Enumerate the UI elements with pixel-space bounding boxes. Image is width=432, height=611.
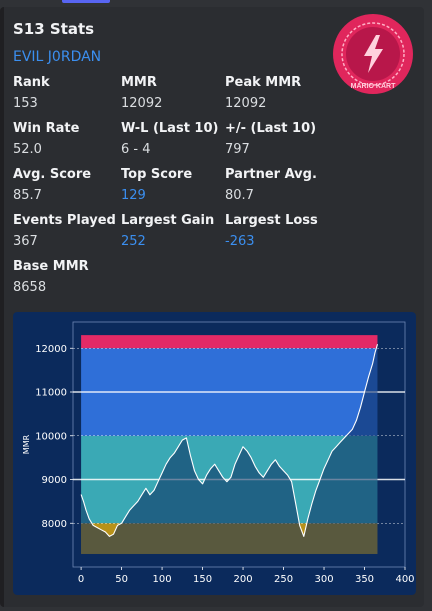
mmr-line-layer [80, 344, 379, 554]
top-accent-bar [62, 0, 110, 3]
stats-card: S13 Stats EVIL J0RDAN Rank 153 MMR 12092… [0, 7, 424, 607]
stat-label: Win Rate [13, 121, 80, 136]
y-tick-label: 10000 [35, 431, 67, 442]
x-tick-label: 100 [153, 574, 172, 585]
stat-peak-mmr: Peak MMR 12092 [225, 75, 335, 112]
stat-top-score: Top Score 129 [121, 167, 231, 204]
stat-rank: Rank 153 [13, 75, 123, 112]
x-tick-label: 0 [78, 574, 84, 585]
stat-label: Rank [13, 75, 50, 90]
stat-label: Largest Gain [121, 213, 215, 228]
card-title: S13 Stats [13, 20, 95, 38]
mario-kart-logo-thumbnail[interactable]: MARIO KART [332, 13, 414, 95]
x-tick-label: 300 [314, 574, 333, 585]
stat-label: W-L (Last 10) [121, 121, 219, 136]
area-under-line [81, 344, 378, 554]
stat-value: 797 [225, 142, 250, 157]
x-tick-label: 150 [193, 574, 212, 585]
largest-gain-link[interactable]: 252 [121, 234, 146, 249]
x-tick-label: 350 [355, 574, 374, 585]
y-axis-label: MMR [22, 434, 31, 454]
stat-value: 12092 [225, 96, 267, 111]
axis-layer: 8000 9000 10000 11000 12000 0 50 100 150 200 250 30… [22, 344, 415, 585]
y-tick-label: 8000 [42, 519, 67, 530]
stat-value: 153 [13, 96, 38, 111]
lightning-bolt-icon [364, 35, 383, 73]
stat-label: Base MMR [13, 259, 89, 274]
stat-label: MMR [121, 75, 157, 90]
stat-wl-last10: W-L (Last 10) 6 - 4 [121, 121, 231, 158]
stat-label: Events Played [13, 213, 116, 228]
x-tick-label: 200 [234, 574, 253, 585]
x-tick-label: 50 [115, 574, 128, 585]
tier-band [81, 335, 378, 349]
stat-value: 367 [13, 234, 38, 249]
stat-base-mmr: Base MMR 8658 [13, 259, 123, 296]
player-name-link[interactable]: EVIL J0RDAN [13, 49, 102, 65]
stat-avg-score: Avg. Score 85.7 [13, 167, 123, 204]
stat-win-rate: Win Rate 52.0 [13, 121, 123, 158]
stat-value: 85.7 [13, 188, 42, 203]
stat-value: 52.0 [13, 142, 42, 157]
top-score-link[interactable]: 129 [121, 188, 146, 203]
x-tick-label: 400 [395, 574, 414, 585]
stat-label: Largest Loss [225, 213, 318, 228]
stat-label: Avg. Score [13, 167, 92, 182]
logo-checker-ring [341, 22, 405, 86]
stat-largest-loss: Largest Loss -263 [225, 213, 335, 250]
stat-largest-gain: Largest Gain 252 [121, 213, 231, 250]
largest-loss-link[interactable]: -263 [225, 234, 255, 249]
mmr-history-chart: 8000 9000 10000 11000 12000 0 50 100 150 200 250 30… [13, 312, 416, 595]
y-tick-label: 11000 [35, 388, 67, 399]
mmr-series-line [80, 344, 379, 537]
stat-value: 80.7 [225, 188, 254, 203]
stat-label: Top Score [121, 167, 193, 182]
stat-label: +/- (Last 10) [225, 121, 317, 136]
stat-value: 8658 [13, 280, 47, 295]
stat-plus-minus-last10: +/- (Last 10) 797 [225, 121, 335, 158]
x-tick-label: 250 [274, 574, 293, 585]
stat-label: Peak MMR [225, 75, 302, 90]
y-tick-label: 12000 [35, 344, 67, 355]
stat-events-played: Events Played 367 [13, 213, 123, 250]
stat-mmr: MMR 12092 [121, 75, 231, 112]
stat-value: 6 - 4 [121, 142, 151, 157]
stat-value: 12092 [121, 96, 163, 111]
logo-text: MARIO KART [351, 83, 396, 90]
y-tick-label: 9000 [42, 475, 67, 486]
stat-partner-avg: Partner Avg. 80.7 [225, 167, 335, 204]
stat-label: Partner Avg. [225, 167, 317, 182]
